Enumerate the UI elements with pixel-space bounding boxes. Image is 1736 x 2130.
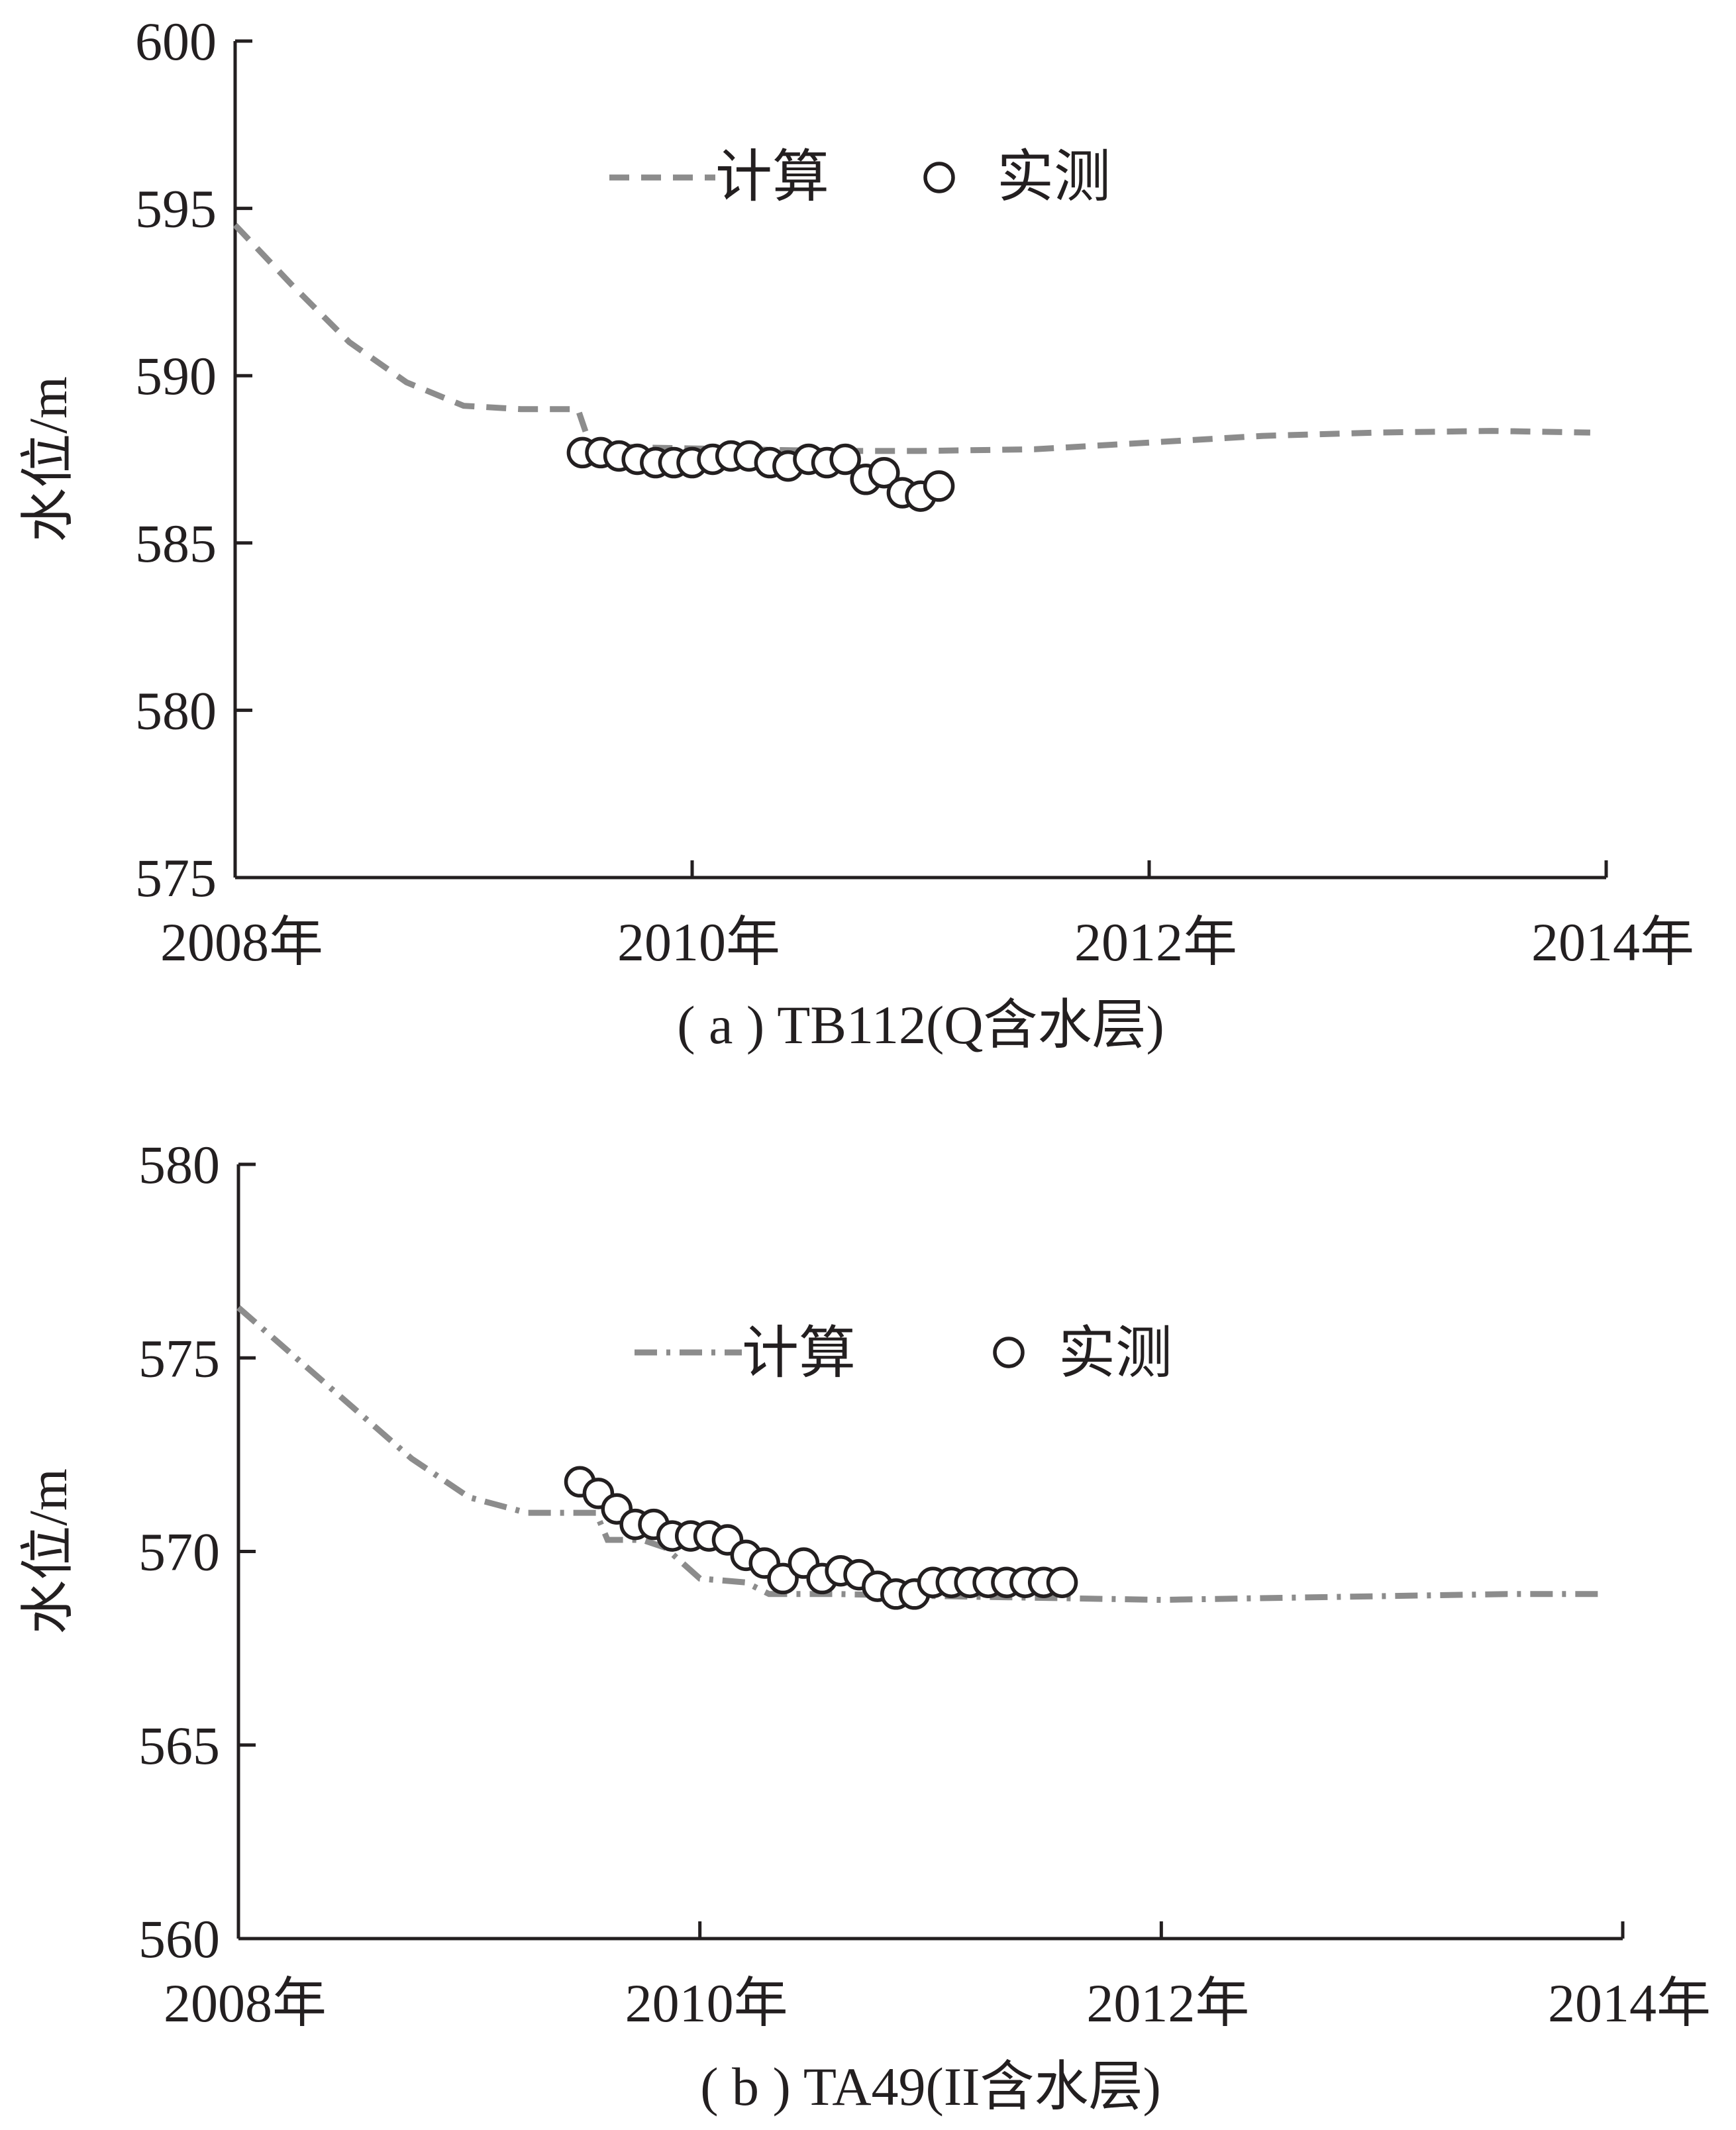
- y-tick-label: 565: [138, 1715, 220, 1776]
- observed-point: [1046, 1566, 1078, 1599]
- x-tick-label: 2012年: [1086, 1973, 1249, 2033]
- chart-b: 560 565 570 575 580 2008年 2010年 2012年 2014年 水位/m (…: [18, 1135, 1711, 2117]
- x-tick-label: 2012年: [1074, 912, 1237, 972]
- x-tick-label: 2010年: [617, 912, 780, 972]
- y-tick-label: 585: [135, 513, 217, 574]
- y-tick-label: 590: [135, 346, 217, 406]
- x-tick-label: 2008年: [164, 1973, 327, 2033]
- y-axis-label: 水位/m: [18, 1468, 78, 1635]
- observed-point: [829, 443, 861, 476]
- y-tick-label: 560: [138, 1909, 220, 1969]
- chart-caption: ( b ) TA49(II含水层): [700, 2056, 1161, 2117]
- x-tick-label: 2014年: [1531, 912, 1694, 972]
- x-tick-label: 2008年: [160, 912, 323, 972]
- chart-a: 575 580 585 590 595 600 2008年 2010年 2012年 2014年 水位…: [18, 11, 1694, 1055]
- observed-point: [868, 456, 900, 489]
- legend-calc-label: 计算: [715, 145, 829, 209]
- y-tick-label: 595: [135, 179, 217, 239]
- computed-line: [232, 223, 1590, 454]
- legend-obs-swatch: [993, 1337, 1025, 1368]
- observed-point: [923, 470, 955, 502]
- legend-calc-label: 计算: [742, 1321, 856, 1385]
- legend-obs-label: 实测: [997, 145, 1111, 209]
- legend-obs-label: 实测: [1058, 1321, 1172, 1385]
- y-tick-label: 575: [135, 848, 217, 908]
- y-axis-label: 水位/m: [18, 376, 78, 542]
- legend-obs-swatch: [923, 162, 955, 193]
- y-tick-label: 580: [135, 680, 217, 740]
- x-tick-label: 2014年: [1548, 1973, 1711, 2033]
- observed-point: [767, 1562, 799, 1595]
- y-tick-label: 575: [138, 1328, 220, 1388]
- y-tick-label: 580: [138, 1135, 220, 1195]
- x-tick-label: 2010年: [625, 1973, 788, 2033]
- y-tick-label: 570: [138, 1522, 220, 1582]
- chart-caption: ( a ) TB112(Q含水层): [677, 995, 1164, 1055]
- computed-line: [236, 1305, 1607, 1603]
- y-tick-label: 600: [135, 11, 217, 72]
